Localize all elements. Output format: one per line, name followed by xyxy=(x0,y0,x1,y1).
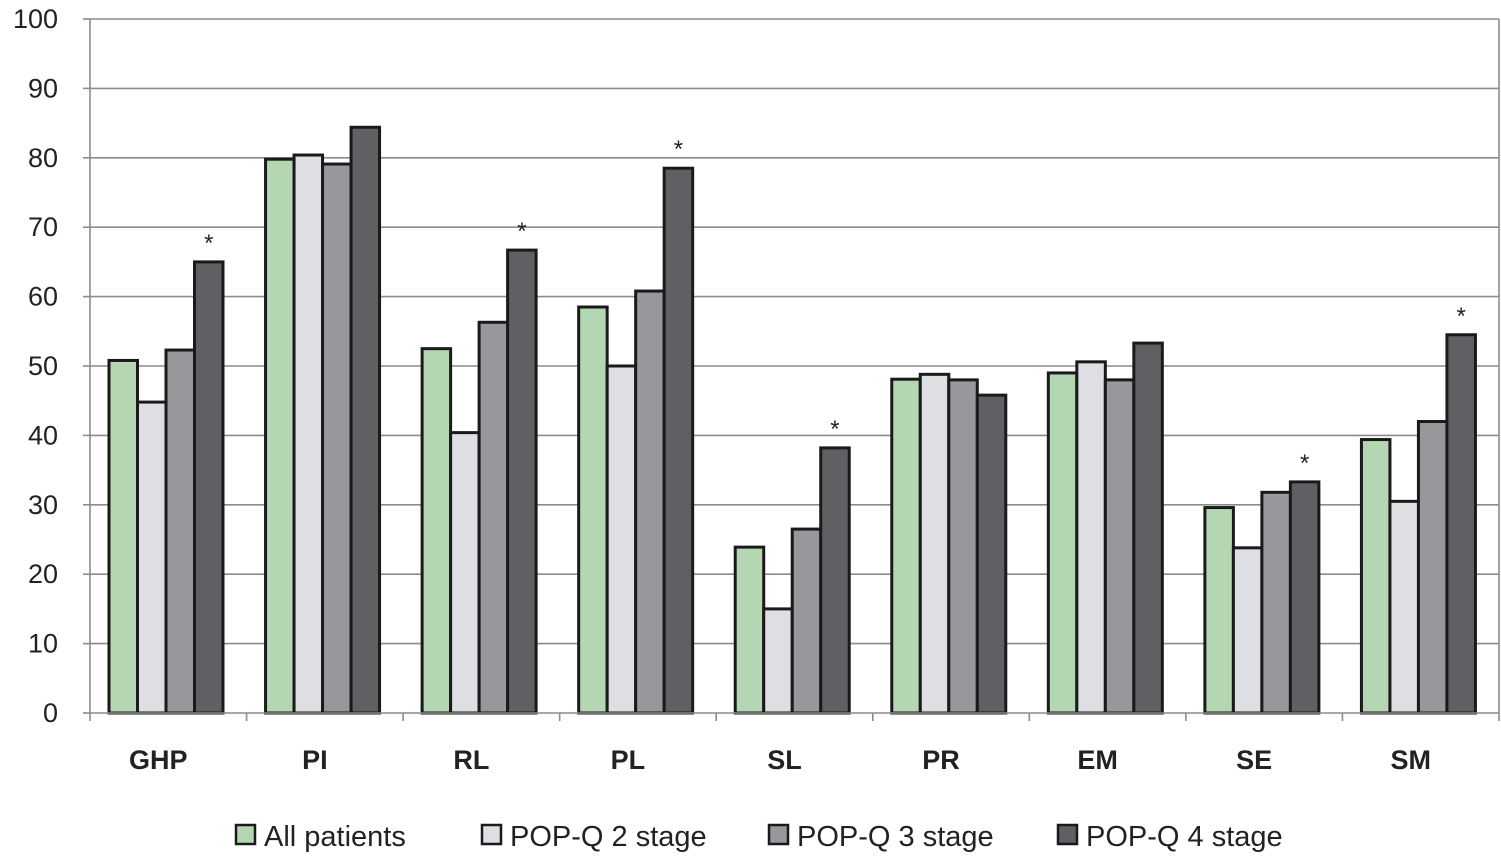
bar-rl-series-1 xyxy=(420,347,453,715)
bar-ghp-series-4 xyxy=(193,260,225,715)
bar-pl-series-2 xyxy=(605,364,638,715)
bar-pr-series-2 xyxy=(918,372,951,715)
y-tick-label: 20 xyxy=(28,559,58,589)
bar-em-series-4 xyxy=(1132,341,1164,715)
bar-pi-series-4 xyxy=(349,125,382,715)
bar-sm-series-2 xyxy=(1388,499,1420,715)
y-tick-label: 40 xyxy=(28,420,58,450)
bar-pr-series-4 xyxy=(975,393,1008,715)
bar-sl-series-1 xyxy=(733,545,766,715)
bar-pr-series-1 xyxy=(890,377,922,715)
legend-label: POP-Q 4 stage xyxy=(1086,821,1283,853)
x-category-label: RL xyxy=(453,745,489,775)
bar-pi-series-1 xyxy=(264,157,296,715)
legend-swatch xyxy=(480,823,503,846)
bar-se-series-2 xyxy=(1231,546,1264,715)
significance-marker: * xyxy=(830,416,839,443)
bar-rl-series-4 xyxy=(506,248,538,715)
x-category-label: PR xyxy=(922,745,960,775)
x-category-label: EM xyxy=(1077,745,1118,775)
legend-swatch xyxy=(767,823,790,846)
legend-swatch xyxy=(1056,823,1079,846)
bar-ghp-series-2 xyxy=(136,400,168,715)
bar-em-series-3 xyxy=(1103,378,1136,715)
bar-pl-series-3 xyxy=(634,289,666,715)
x-category-label: SM xyxy=(1390,745,1431,775)
bar-em-series-2 xyxy=(1075,360,1107,715)
y-tick-label: 0 xyxy=(43,698,58,728)
legend-swatch xyxy=(234,823,257,846)
y-tick-label: 70 xyxy=(28,212,58,242)
bar-sm-series-4 xyxy=(1445,333,1477,715)
x-category-label: SL xyxy=(767,745,802,775)
bar-pi-series-3 xyxy=(321,162,353,715)
bar-ghp-series-1 xyxy=(107,358,139,715)
bar-rl-series-3 xyxy=(477,320,510,715)
bar-pl-series-4 xyxy=(662,166,695,715)
x-category-label: SE xyxy=(1236,745,1272,775)
legend-label: All patients xyxy=(264,821,406,853)
significance-markers: * * * * * * xyxy=(204,136,1466,477)
bar-se-series-4 xyxy=(1288,480,1321,715)
bar-se-series-3 xyxy=(1260,490,1292,715)
legend-label: POP-Q 2 stage xyxy=(510,821,707,853)
significance-marker: * xyxy=(1300,450,1309,477)
bar-sm-series-1 xyxy=(1359,438,1392,715)
bar-rl-series-2 xyxy=(449,431,481,715)
legend-label: POP-Q 3 stage xyxy=(797,821,994,853)
y-tick-label: 90 xyxy=(28,73,58,103)
bar-sl-series-4 xyxy=(819,446,851,715)
bar-em-series-1 xyxy=(1046,371,1079,715)
x-category-label: PL xyxy=(611,745,646,775)
bar-sm-series-3 xyxy=(1416,420,1449,715)
y-tick-label: 50 xyxy=(28,351,58,381)
x-axis: GHP PI RL PL SL PR EM SE SM xyxy=(89,712,1500,775)
bar-ghp-series-3 xyxy=(164,348,196,715)
x-category-label: PI xyxy=(302,745,328,775)
y-tick-label: 80 xyxy=(28,143,58,173)
bar-se-series-1 xyxy=(1203,506,1235,715)
y-tick-label: 30 xyxy=(28,490,58,520)
x-category-label: GHP xyxy=(129,745,188,775)
significance-marker: * xyxy=(1457,303,1466,330)
bar-sl-series-3 xyxy=(790,527,823,715)
bars xyxy=(107,125,1477,715)
y-tick-label: 100 xyxy=(13,4,58,34)
bar-pl-series-1 xyxy=(577,305,609,715)
bar-pr-series-3 xyxy=(947,378,979,715)
significance-marker: * xyxy=(517,218,526,245)
bar-pi-series-2 xyxy=(292,153,325,715)
y-tick-label: 60 xyxy=(28,282,58,312)
y-tick-label: 10 xyxy=(28,629,58,659)
significance-marker: * xyxy=(204,230,213,257)
significance-marker: * xyxy=(674,136,683,163)
bar-sl-series-2 xyxy=(762,607,794,715)
y-axis: 0 10 20 30 40 50 60 70 80 90 100 xyxy=(13,4,91,728)
legend: All patients POP-Q 2 stage POP-Q 3 stage PO… xyxy=(234,821,1283,853)
